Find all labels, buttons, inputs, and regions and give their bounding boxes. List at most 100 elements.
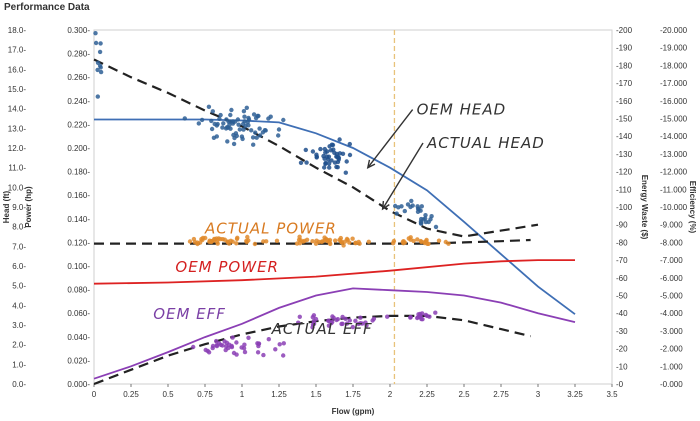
- efficiency-tick-label: -8.000: [660, 238, 683, 247]
- data-point: [337, 237, 342, 243]
- data-point: [220, 237, 225, 242]
- data-point: [182, 116, 187, 121]
- data-point: [245, 234, 250, 240]
- data-point: [215, 239, 220, 244]
- data-point: [199, 117, 205, 123]
- head-tick-label: 12.0-: [8, 144, 27, 153]
- data-point: [224, 340, 230, 345]
- data-point: [344, 321, 350, 326]
- data-point: [350, 236, 355, 241]
- data-point: [350, 324, 355, 330]
- data-point: [329, 142, 335, 147]
- energy-waste-tick-label: -130: [616, 150, 633, 159]
- data-point: [217, 116, 222, 122]
- data-point: [324, 154, 330, 159]
- x-tick-label: 1.75: [345, 390, 361, 399]
- data-point: [225, 139, 230, 144]
- data-point: [229, 107, 234, 113]
- data-point: [405, 202, 411, 207]
- data-point: [353, 318, 358, 323]
- head-tick-label: 8.0-: [12, 223, 26, 232]
- data-point: [418, 238, 423, 244]
- data-point: [370, 318, 375, 323]
- energy-waste-tick-label: -50: [616, 292, 628, 301]
- x-tick-label: 3.25: [567, 390, 583, 399]
- power-tick-label: 0.060-: [67, 309, 90, 318]
- data-point: [93, 31, 98, 36]
- data-point: [98, 69, 104, 75]
- data-point: [214, 343, 220, 349]
- efficiency-tick-label: -12.000: [660, 168, 688, 177]
- data-point: [209, 118, 214, 124]
- data-point: [340, 314, 345, 320]
- head-tick-label: 5.0-: [12, 282, 26, 291]
- data-point: [246, 115, 251, 121]
- x-tick-label: 0.25: [123, 390, 139, 399]
- x-tick-label: 1.25: [271, 390, 287, 399]
- annotation-arrow: [382, 142, 424, 210]
- energy-waste-tick-label: -60: [616, 274, 628, 283]
- data-point: [344, 159, 349, 164]
- data-point: [326, 318, 331, 324]
- data-point: [246, 335, 251, 340]
- data-point: [304, 160, 309, 165]
- data-point: [234, 241, 239, 246]
- annotation-layer: OEM HEAD ACTUAL HEAD ACTUAL POWER OEM POWER…: [153, 101, 544, 338]
- power-tick-label: 0.040-: [67, 333, 90, 342]
- data-point: [314, 154, 319, 159]
- energy-waste-tick-label: -150: [616, 115, 633, 124]
- efficiency-tick-label: -14.000: [660, 132, 688, 141]
- data-point: [234, 340, 239, 345]
- data-point: [331, 147, 336, 152]
- data-point: [311, 321, 317, 326]
- x-tick-label: 0.75: [197, 390, 213, 399]
- energy-waste-tick-label: -80: [616, 238, 628, 247]
- data-point: [415, 315, 421, 320]
- data-point: [274, 238, 280, 243]
- power-tick-label: 0.080-: [67, 286, 90, 295]
- data-point: [406, 236, 411, 241]
- data-point: [254, 135, 259, 140]
- head-tick-label: 18.0-: [8, 26, 27, 35]
- data-point: [244, 238, 249, 244]
- data-point: [209, 126, 215, 132]
- data-point: [318, 146, 323, 152]
- annotation-label: ACTUAL POWER: [204, 220, 337, 238]
- efficiency-tick-label: -3.000: [660, 327, 683, 336]
- data-point: [335, 154, 340, 160]
- data-point: [363, 320, 368, 325]
- efficiency-tick-label: -4.000: [660, 309, 683, 318]
- data-point: [321, 153, 326, 159]
- data-point: [420, 311, 425, 316]
- data-point: [394, 211, 399, 216]
- data-point: [210, 109, 215, 114]
- x-tick-label: 3: [536, 390, 541, 399]
- data-point: [257, 126, 262, 131]
- efficiency-tick-label: -6.000: [660, 274, 683, 283]
- data-point: [257, 133, 263, 138]
- data-point: [251, 142, 256, 147]
- head-tick-label: 13.0-: [8, 124, 27, 133]
- data-point: [340, 321, 345, 326]
- annotation-arrowhead: [381, 200, 390, 211]
- efficiency-tick-label: -11.000: [660, 185, 687, 194]
- data-point: [446, 241, 451, 246]
- data-point: [385, 314, 390, 319]
- data-point: [206, 350, 212, 355]
- energy-waste-tick-label: -20: [616, 345, 628, 354]
- data-point: [97, 49, 103, 55]
- series-layer: [93, 31, 576, 386]
- x-tick-label: 1.5: [310, 390, 322, 399]
- head-tick-label: 1.0-: [12, 360, 26, 369]
- efficiency-tick-label: -0.000: [660, 380, 683, 389]
- data-point: [433, 310, 438, 315]
- data-point: [252, 241, 258, 247]
- series-line: [93, 259, 575, 285]
- data-point: [322, 165, 327, 170]
- head-tick-label: 2.0-: [12, 341, 26, 350]
- data-point: [218, 112, 223, 118]
- x-tick-label: 0.5: [162, 390, 174, 399]
- power-tick-label: 0.280-: [67, 50, 90, 59]
- efficiency-tick-label: -15.000: [660, 115, 688, 124]
